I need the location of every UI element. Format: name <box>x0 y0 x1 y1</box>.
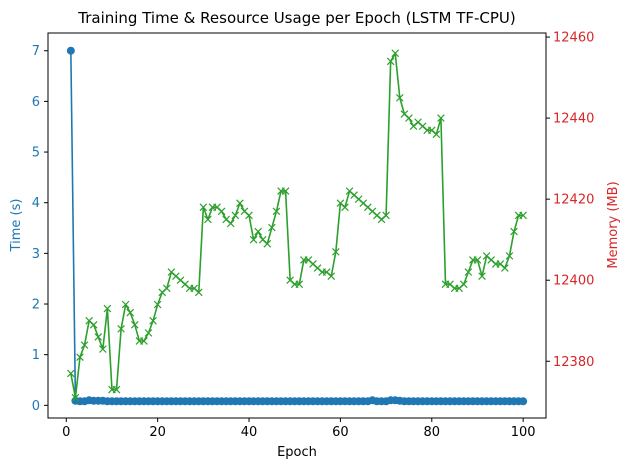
left-y-tick-label: 4 <box>32 196 40 211</box>
left-y-axis-title: Time (s) <box>9 199 24 253</box>
memory-point <box>386 57 395 66</box>
memory-point <box>126 308 135 317</box>
x-tick-label: 20 <box>149 425 166 440</box>
memory-point <box>140 337 148 345</box>
memory-point <box>254 227 262 236</box>
chart-title: Training Time & Resource Usage per Epoch… <box>77 9 516 27</box>
x-tick-label: 80 <box>424 425 441 440</box>
memory-point <box>473 256 482 264</box>
memory-point <box>249 235 258 244</box>
memory-point <box>327 272 336 280</box>
right-y-tick-label: 12380 <box>553 355 594 370</box>
memory-point <box>395 94 404 102</box>
left-y-tick-label: 7 <box>32 44 40 59</box>
memory-point <box>112 385 121 394</box>
memory-point <box>76 353 84 362</box>
memory-point <box>405 114 413 122</box>
plot-frame <box>47 32 547 419</box>
left-y-tick-label: 5 <box>32 146 40 161</box>
memory-point <box>199 203 208 212</box>
memory-point <box>464 268 473 276</box>
memory-point <box>432 130 441 139</box>
memory-point <box>236 199 244 208</box>
right-y-axis-title: Memory (MB) <box>606 181 621 268</box>
memory-point <box>99 345 107 353</box>
axes: 0 20 40 60 80 100 0 1 2 3 4 5 6 7 12380 12400 12420 12440… <box>32 31 595 440</box>
x-axis-title: Epoch <box>277 445 317 460</box>
x-tick-label: 60 <box>332 425 349 440</box>
memory-point <box>382 211 390 220</box>
x-tick-label: 0 <box>62 425 70 440</box>
memory-point <box>245 211 253 220</box>
memory-point <box>103 304 112 313</box>
memory-point <box>437 114 445 122</box>
memory-point <box>217 207 226 216</box>
memory-point <box>204 215 212 224</box>
x-tick-label: 40 <box>241 425 258 440</box>
memory-point <box>162 284 171 293</box>
memory-point <box>519 211 527 220</box>
memory-point <box>121 300 130 309</box>
time-point <box>66 46 75 55</box>
left-y-tick-label: 3 <box>32 247 40 262</box>
memory-point <box>263 239 272 248</box>
memory-point <box>130 320 139 329</box>
memory-point <box>281 187 290 195</box>
memory-point <box>71 393 80 402</box>
memory-point <box>505 252 514 260</box>
memory-point <box>459 280 468 289</box>
memory-point <box>153 300 162 309</box>
right-y-tick-label: 12400 <box>553 274 594 289</box>
memory-point <box>94 333 103 341</box>
memory-point <box>226 219 235 228</box>
left-y-tick-label: 2 <box>32 298 40 313</box>
right-y-tick-label: 12460 <box>553 31 594 46</box>
right-y-tick-label: 12440 <box>553 112 594 127</box>
memory-point <box>341 203 349 212</box>
x-tick-label: 100 <box>511 425 536 440</box>
memory-series-line <box>70 52 524 399</box>
memory-point <box>194 288 203 297</box>
memory-point <box>231 211 240 220</box>
memory-point <box>272 207 281 216</box>
memory-point <box>391 49 400 58</box>
right-y-tick-label: 12420 <box>553 193 594 208</box>
memory-point <box>268 223 276 232</box>
memory-point <box>80 341 89 349</box>
memory-point <box>501 264 509 272</box>
memory-point <box>89 320 98 329</box>
memory-point <box>117 325 125 333</box>
memory-series <box>67 49 527 402</box>
time-point <box>519 397 528 406</box>
plot-area <box>66 46 528 406</box>
left-y-tick-label: 0 <box>32 399 40 414</box>
left-y-tick-label: 6 <box>32 95 40 110</box>
memory-point <box>295 280 304 289</box>
memory-point <box>510 227 518 236</box>
memory-point <box>478 272 486 280</box>
memory-point <box>149 316 157 325</box>
left-y-tick-label: 1 <box>32 348 40 363</box>
memory-point <box>332 248 340 256</box>
memory-point <box>144 329 153 337</box>
memory-point <box>67 369 75 378</box>
time-series <box>66 46 528 406</box>
